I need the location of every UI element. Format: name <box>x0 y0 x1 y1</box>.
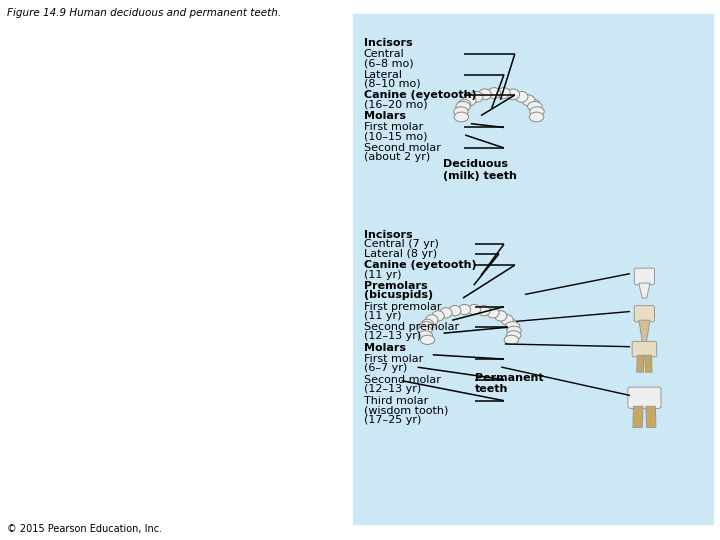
Ellipse shape <box>440 308 452 318</box>
Text: Central: Central <box>364 49 405 59</box>
Ellipse shape <box>458 99 471 110</box>
Text: Molars: Molars <box>364 343 405 353</box>
Text: Central (7 yr): Central (7 yr) <box>364 239 438 249</box>
Ellipse shape <box>468 305 480 315</box>
Ellipse shape <box>507 326 521 335</box>
Ellipse shape <box>498 87 510 98</box>
Text: (6–8 mo): (6–8 mo) <box>364 58 413 68</box>
Ellipse shape <box>505 319 518 329</box>
Text: (about 2 yr): (about 2 yr) <box>364 152 430 162</box>
Ellipse shape <box>515 91 528 102</box>
Ellipse shape <box>456 102 470 111</box>
Ellipse shape <box>530 107 544 117</box>
Ellipse shape <box>487 87 500 98</box>
Text: Incisors: Incisors <box>364 38 413 48</box>
Ellipse shape <box>426 315 438 325</box>
Ellipse shape <box>470 91 483 102</box>
Ellipse shape <box>478 306 490 316</box>
Text: (11 yr): (11 yr) <box>364 311 401 321</box>
FancyBboxPatch shape <box>634 306 654 322</box>
Ellipse shape <box>459 305 471 315</box>
Ellipse shape <box>506 331 521 340</box>
Text: (8–10 mo): (8–10 mo) <box>364 79 420 89</box>
Text: Canine (eyetooth): Canine (eyetooth) <box>364 260 476 270</box>
Ellipse shape <box>529 112 544 122</box>
Text: Second molar: Second molar <box>364 375 441 384</box>
Polygon shape <box>636 355 644 372</box>
Ellipse shape <box>495 311 507 321</box>
Text: Lateral: Lateral <box>364 70 402 79</box>
Ellipse shape <box>432 311 444 321</box>
Text: First molar: First molar <box>364 354 423 364</box>
FancyBboxPatch shape <box>632 341 657 357</box>
Ellipse shape <box>507 89 520 100</box>
Ellipse shape <box>419 322 433 331</box>
Ellipse shape <box>478 89 491 100</box>
Text: Second molar: Second molar <box>364 143 441 153</box>
Text: Permanent
teeth: Permanent teeth <box>475 373 544 394</box>
Text: (12–13 yr): (12–13 yr) <box>364 384 421 394</box>
Polygon shape <box>633 406 643 428</box>
Text: Third molar: Third molar <box>364 396 428 406</box>
Ellipse shape <box>420 335 435 345</box>
Ellipse shape <box>454 112 469 122</box>
Ellipse shape <box>487 308 499 318</box>
Ellipse shape <box>449 306 461 316</box>
FancyBboxPatch shape <box>353 14 713 524</box>
Polygon shape <box>646 406 656 428</box>
Text: Second premolar: Second premolar <box>364 322 459 332</box>
Ellipse shape <box>418 326 432 335</box>
Text: First molar: First molar <box>364 123 423 132</box>
Text: Premolars: Premolars <box>364 281 427 291</box>
Polygon shape <box>639 320 650 343</box>
Polygon shape <box>639 283 650 298</box>
FancyBboxPatch shape <box>634 268 654 285</box>
Text: (11 yr): (11 yr) <box>364 270 401 280</box>
Ellipse shape <box>418 331 433 340</box>
Text: Figure 14.9 Human deciduous and permanent teeth.: Figure 14.9 Human deciduous and permanen… <box>7 8 282 18</box>
Text: (wisdom tooth): (wisdom tooth) <box>364 406 448 415</box>
Text: (16–20 mo): (16–20 mo) <box>364 100 427 110</box>
Text: First premolar: First premolar <box>364 302 441 312</box>
Ellipse shape <box>421 319 433 329</box>
Text: Lateral (8 yr): Lateral (8 yr) <box>364 249 437 259</box>
Ellipse shape <box>527 99 540 110</box>
Ellipse shape <box>504 335 518 345</box>
FancyBboxPatch shape <box>628 387 661 408</box>
Text: Incisors: Incisors <box>364 230 413 240</box>
Text: (10–15 mo): (10–15 mo) <box>364 132 427 141</box>
Ellipse shape <box>528 102 542 111</box>
Text: Molars: Molars <box>364 111 405 121</box>
Polygon shape <box>645 355 652 372</box>
Ellipse shape <box>505 322 520 331</box>
Text: Deciduous
(milk) teeth: Deciduous (milk) teeth <box>443 159 517 181</box>
Text: (17–25 yr): (17–25 yr) <box>364 415 421 425</box>
Text: © 2015 Pearson Education, Inc.: © 2015 Pearson Education, Inc. <box>7 523 162 534</box>
Ellipse shape <box>501 315 513 325</box>
Text: (6–7 yr): (6–7 yr) <box>364 363 407 373</box>
Text: (12–13 yr): (12–13 yr) <box>364 332 421 341</box>
Ellipse shape <box>454 107 468 117</box>
Text: Canine (eyetooth): Canine (eyetooth) <box>364 90 476 100</box>
Ellipse shape <box>463 95 476 106</box>
Ellipse shape <box>522 95 535 106</box>
Text: (bicuspids): (bicuspids) <box>364 291 433 300</box>
